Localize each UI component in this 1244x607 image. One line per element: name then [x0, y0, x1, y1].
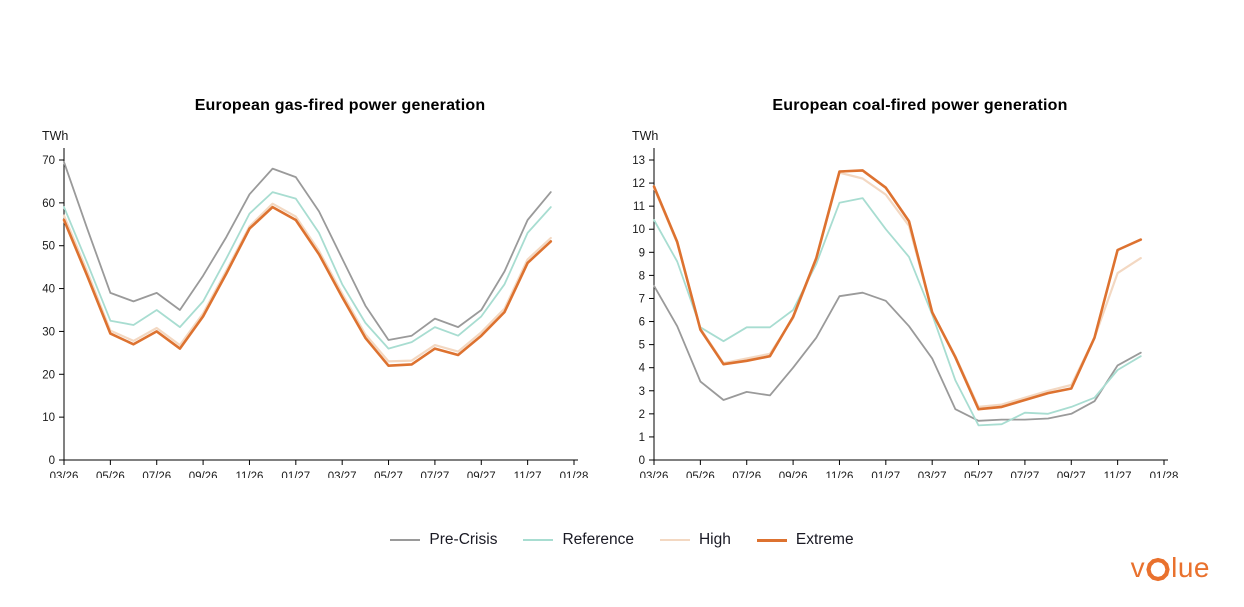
y-axis-tick-label: 5: [639, 340, 645, 352]
y-axis-tick-label: 0: [639, 455, 645, 467]
y-axis-tick-label: 10: [42, 412, 55, 424]
legend-item-reference: Reference: [523, 531, 634, 549]
y-axis-tick-label: 11: [633, 201, 645, 213]
volue-logo: v lue: [1131, 553, 1210, 583]
y-axis-unit-label: TWh: [632, 129, 658, 143]
x-axis-tick-label: 07/26: [732, 471, 761, 478]
y-axis-tick-label: 13: [632, 155, 645, 167]
y-axis-tick-label: 10: [632, 224, 645, 236]
y-axis-tick-label: 60: [42, 198, 55, 210]
y-axis-tick-label: 2: [639, 409, 645, 421]
y-axis-tick-label: 7: [639, 293, 645, 305]
high-line-swatch-icon: [659, 539, 690, 541]
legend-label: Pre-Crisis: [429, 531, 498, 548]
y-axis-tick-label: 4: [639, 363, 646, 375]
x-axis-tick-label: 09/26: [189, 471, 218, 478]
coal-chart-title: European coal-fired power generation: [772, 97, 1068, 114]
x-axis-tick-label: 03/27: [328, 471, 357, 478]
y-axis-tick-label: 3: [639, 386, 645, 398]
series-line-reference: [653, 197, 1142, 427]
gas-chart-title: European gas-fired power generation: [194, 97, 486, 114]
x-axis-tick-label: 05/26: [96, 471, 125, 478]
series-line-pre-crisis: [653, 284, 1142, 422]
series-line-pre-crisis: [63, 161, 552, 341]
x-axis-tick-label: 05/26: [686, 471, 715, 478]
x-axis-tick-label: 07/27: [421, 471, 450, 478]
y-axis-tick-label: 20: [42, 369, 55, 381]
series-line-reference: [63, 191, 552, 350]
x-axis-tick-label: 03/27: [918, 471, 947, 478]
legend: Pre-Crisis Reference High Extreme: [0, 531, 1244, 549]
y-axis-tick-label: 6: [639, 317, 645, 329]
x-axis-tick-label: 05/27: [374, 471, 403, 478]
legend-item-high: High: [659, 531, 731, 549]
x-axis-tick-label: 05/27: [964, 471, 993, 478]
x-axis-tick-label: 01/28: [1150, 471, 1179, 478]
x-axis-tick-label: 09/27: [467, 471, 496, 478]
volue-logo-text-prefix: v: [1130, 552, 1146, 583]
x-axis-tick-label: 03/26: [50, 471, 79, 478]
series-line-extreme: [62, 205, 553, 367]
y-axis-tick-label: 40: [42, 284, 55, 296]
x-axis-tick-label: 01/28: [560, 471, 589, 478]
x-axis-tick-label: 03/26: [640, 471, 669, 478]
y-axis-tick-label: 50: [42, 241, 55, 253]
y-axis-tick-label: 9: [639, 247, 645, 259]
series-line-high: [62, 202, 552, 363]
extreme-line-swatch-icon: [756, 538, 787, 542]
x-axis-tick-label: 09/26: [779, 471, 808, 478]
series-line-high: [652, 171, 1142, 408]
x-axis-tick-label: 07/27: [1011, 471, 1040, 478]
x-axis-tick-label: 11/26: [235, 471, 263, 478]
y-axis-tick-label: 0: [49, 455, 55, 467]
y-axis-unit-label: TWh: [42, 129, 68, 143]
legend-label: Reference: [562, 531, 634, 548]
x-axis-tick-label: 11/27: [514, 471, 542, 478]
y-axis-tick-label: 70: [42, 155, 55, 167]
y-axis-tick-label: 1: [639, 432, 645, 444]
x-axis-tick-label: 11/26: [825, 471, 853, 478]
legend-item-pre-crisis: Pre-Crisis: [390, 531, 497, 549]
gas-chart-plot: TWh 0 10 20 30 40 50 60 70 03/26 05/26 07/26 09/26 11…: [42, 129, 589, 478]
y-axis-tick-label: 12: [632, 178, 645, 190]
x-axis-tick-label: 01/27: [871, 471, 900, 478]
x-axis-tick-label: 11/27: [1104, 471, 1132, 478]
x-axis-tick-label: 07/26: [142, 471, 171, 478]
pre-crisis-line-swatch-icon: [390, 539, 421, 541]
y-axis-tick-label: 8: [639, 270, 645, 282]
legend-item-extreme: Extreme: [756, 531, 854, 549]
volue-logo-o-icon: [1146, 557, 1170, 582]
reference-line-swatch-icon: [523, 539, 554, 541]
x-axis-tick-label: 01/27: [281, 471, 310, 478]
x-axis-tick-label: 09/27: [1057, 471, 1086, 478]
legend-label: Extreme: [795, 531, 854, 548]
series-line-extreme: [652, 169, 1143, 411]
y-axis-tick-label: 30: [42, 326, 55, 338]
volue-logo-text-suffix: lue: [1171, 552, 1210, 583]
legend-label: High: [698, 531, 731, 548]
